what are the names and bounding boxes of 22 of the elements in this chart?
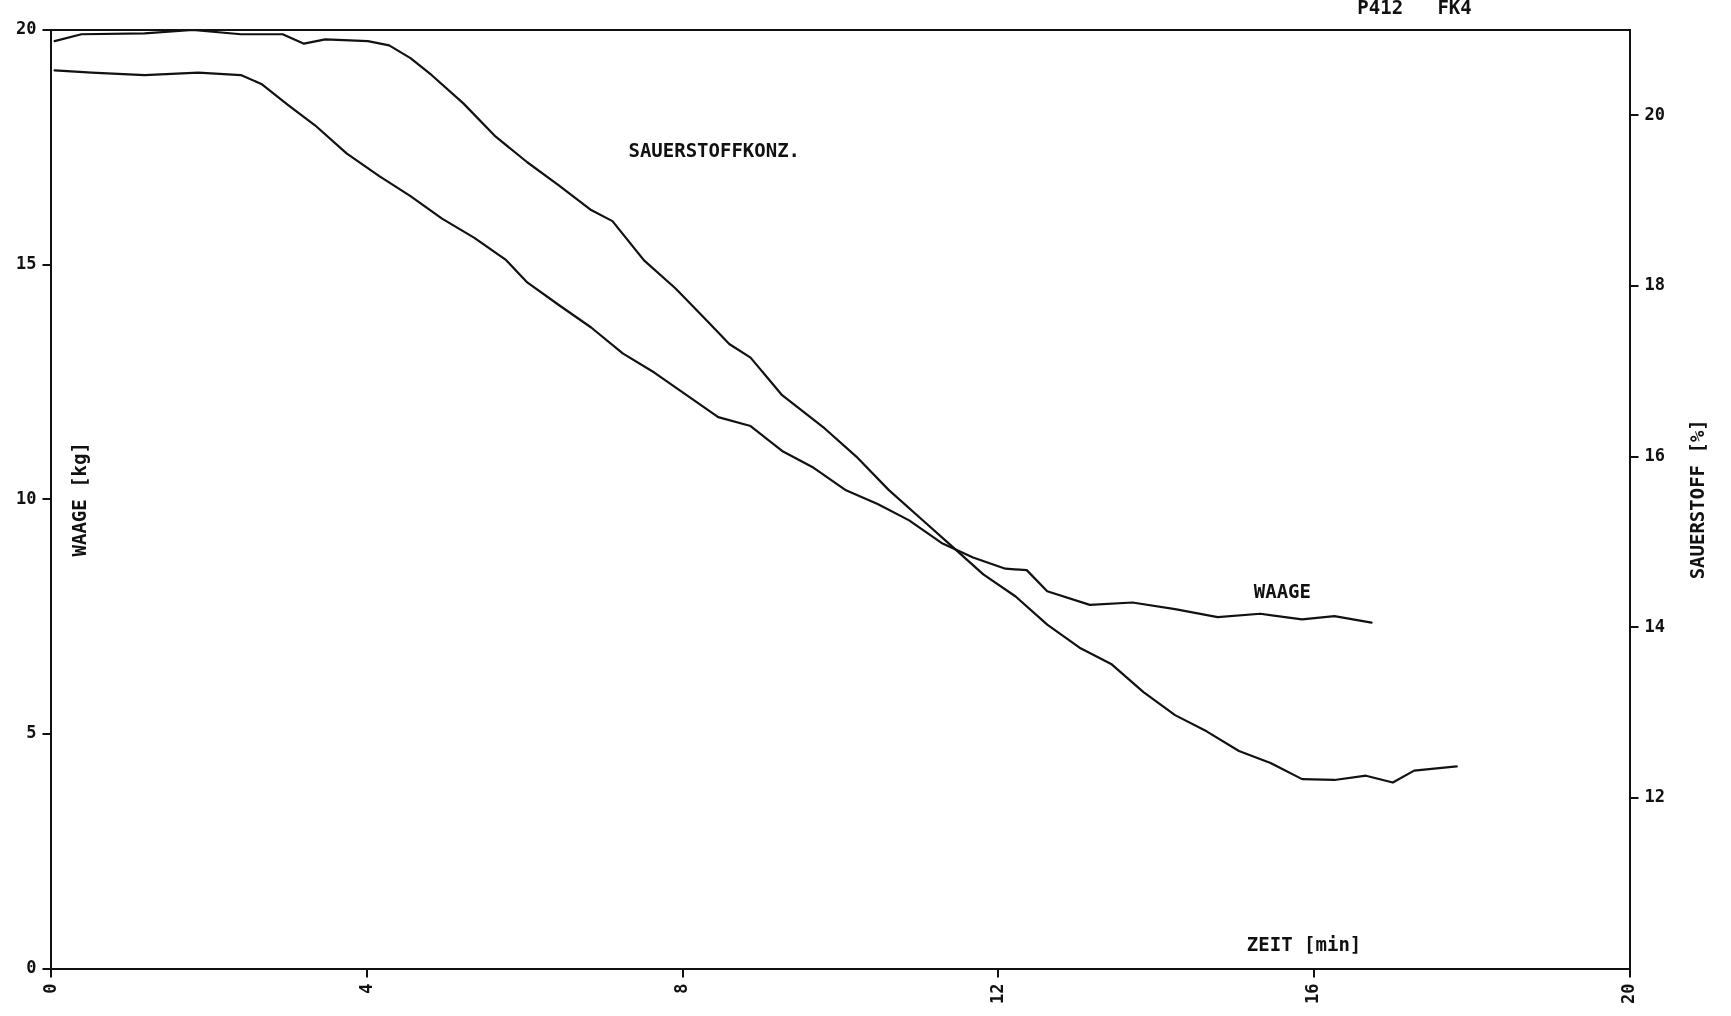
y-tick-label: 20 xyxy=(15,18,37,39)
text: P412 FK4 xyxy=(1357,0,1472,19)
annotation: SAUERSTOFFKONZ. xyxy=(628,138,801,161)
y2-axis-title: SAUERSTOFF [%] xyxy=(1685,419,1708,580)
y2-tick-label: 20 xyxy=(1644,103,1666,124)
x-tick-label: 12 xyxy=(986,983,1007,1005)
y2-tick-label: 18 xyxy=(1644,274,1666,295)
y2-tick-label: 14 xyxy=(1644,615,1666,636)
x-tick-label: 4 xyxy=(355,983,376,994)
x-axis-title: ZEIT [min] xyxy=(1246,933,1362,956)
annotation: WAAGE xyxy=(1253,580,1311,603)
y-tick-label: 15 xyxy=(15,253,37,274)
y-tick-label: 10 xyxy=(15,487,37,508)
x-tick-label: 0 xyxy=(39,983,60,994)
x-tick-label: 20 xyxy=(1617,983,1638,1005)
x-tick-label: 16 xyxy=(1302,983,1323,1005)
y-tick-label: 5 xyxy=(26,722,37,743)
y-axis-title: WAAGE [kg] xyxy=(68,442,91,557)
y-tick-label: 0 xyxy=(26,956,37,977)
y2-tick-label: 12 xyxy=(1644,786,1666,807)
y2-tick-label: 16 xyxy=(1644,445,1666,466)
x-tick-label: 8 xyxy=(671,983,692,994)
